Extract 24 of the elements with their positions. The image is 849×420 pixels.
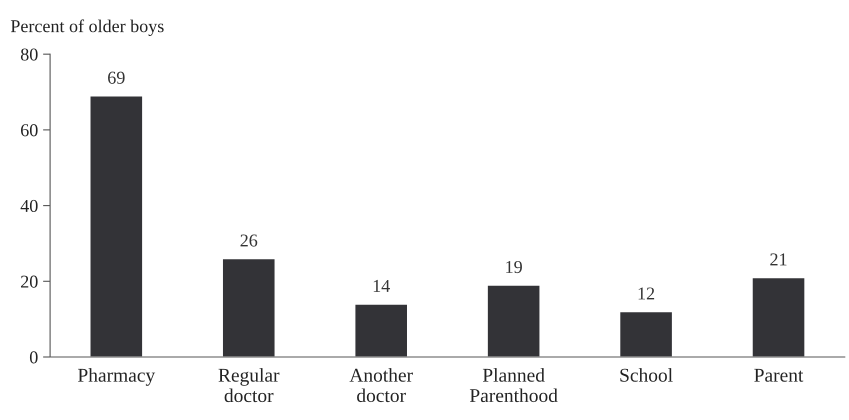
x-tick-label: Planned Parenthood (470, 368, 558, 402)
y-tick-label: 60 (21, 124, 38, 136)
x-tick-label: Another doctor (350, 368, 413, 402)
y-tick-label: 20 (21, 276, 38, 288)
bar (751, 276, 806, 357)
data-label: 14 (374, 280, 390, 292)
y-tick-label: 0 (30, 351, 38, 364)
y-tick-label: 40 (20, 200, 38, 212)
data-label: 69 (108, 72, 125, 84)
bar (222, 258, 276, 357)
bar (618, 310, 674, 357)
bar (354, 303, 408, 357)
x-tick-label: Parent (754, 368, 804, 382)
data-label: 19 (506, 260, 522, 274)
bar (89, 95, 144, 357)
data-label: 12 (638, 287, 654, 300)
bar (486, 284, 541, 357)
x-tick-label: Regular doctor (218, 368, 280, 402)
data-label: 21 (770, 253, 786, 266)
x-tick-label: Pharmacy (78, 368, 156, 386)
y-tick-label: 80 (20, 48, 38, 61)
x-tick-label: School (620, 368, 673, 382)
data-label: 26 (240, 234, 258, 247)
y-axis-title: Percent of older boys (10, 19, 164, 36)
